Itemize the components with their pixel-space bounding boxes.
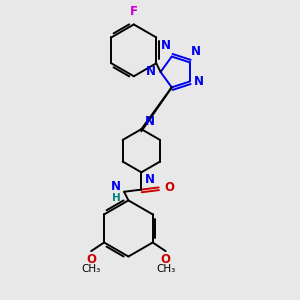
Text: O: O bbox=[164, 181, 174, 194]
Text: H: H bbox=[112, 193, 121, 203]
Text: F: F bbox=[130, 5, 138, 18]
Text: N: N bbox=[161, 39, 171, 52]
Text: N: N bbox=[146, 65, 156, 78]
Text: N: N bbox=[145, 173, 154, 186]
Text: O: O bbox=[86, 253, 96, 266]
Text: N: N bbox=[111, 180, 121, 193]
Text: N: N bbox=[191, 45, 201, 58]
Text: O: O bbox=[161, 253, 171, 266]
Text: N: N bbox=[194, 75, 204, 88]
Text: CH₃: CH₃ bbox=[82, 264, 101, 274]
Text: N: N bbox=[145, 115, 154, 128]
Text: CH₃: CH₃ bbox=[156, 264, 175, 274]
